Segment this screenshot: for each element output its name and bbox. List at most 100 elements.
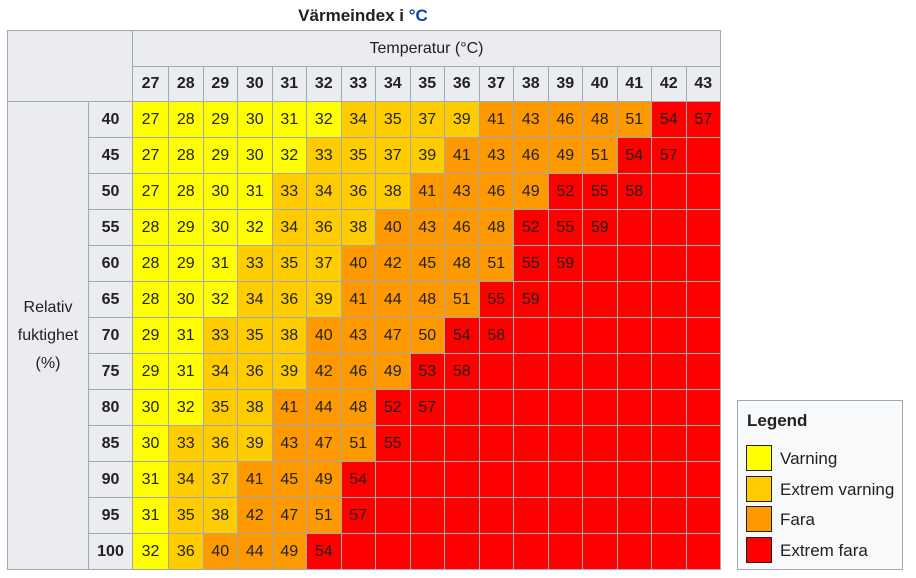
heat-index-cell: 39 xyxy=(409,137,445,174)
celsius-link[interactable]: °C xyxy=(408,6,428,25)
heat-index-cell: 34 xyxy=(202,353,238,390)
heat-index-cell: 36 xyxy=(340,173,376,210)
temperature-header: 31 xyxy=(271,66,307,102)
legend-swatch xyxy=(746,445,772,471)
empty-danger-cell xyxy=(651,281,687,318)
legend-box: Legend Varning Extrem varning Fara Extrem f… xyxy=(737,400,903,570)
empty-danger-cell xyxy=(478,425,514,462)
heat-index-cell: 39 xyxy=(271,353,307,390)
empty-danger-cell xyxy=(651,245,687,282)
heat-index-cell: 29 xyxy=(168,209,204,246)
empty-danger-cell xyxy=(478,497,514,534)
temperature-header: 40 xyxy=(582,66,618,102)
temperature-header: 28 xyxy=(168,66,204,102)
heat-index-cell: 40 xyxy=(306,317,342,354)
heat-index-cell: 44 xyxy=(306,389,342,426)
heat-index-cell: 41 xyxy=(271,389,307,426)
temperature-header: 34 xyxy=(375,66,411,102)
heat-index-cell: 47 xyxy=(271,497,307,534)
empty-danger-cell xyxy=(375,497,411,534)
legend-label: Extrem fara xyxy=(780,540,868,560)
heat-index-cell: 36 xyxy=(237,353,273,390)
heat-index-cell: 32 xyxy=(132,533,169,570)
empty-danger-cell xyxy=(582,317,618,354)
heat-index-cell: 35 xyxy=(237,317,273,354)
heat-index-cell: 55 xyxy=(478,281,514,318)
humidity-header: 95 xyxy=(88,497,133,534)
heat-index-cell: 52 xyxy=(375,389,411,426)
table-corner xyxy=(7,30,133,102)
temperature-header: 35 xyxy=(409,66,445,102)
empty-danger-cell xyxy=(582,281,618,318)
table-row: 90 31 34 37 41 45 49 54 xyxy=(8,461,721,498)
heat-index-cell: 31 xyxy=(168,317,204,354)
heat-index-cell: 41 xyxy=(237,461,273,498)
heat-index-cell: 50 xyxy=(409,317,445,354)
heat-index-cell: 42 xyxy=(306,353,342,390)
empty-danger-cell xyxy=(513,353,549,390)
empty-danger-cell xyxy=(478,353,514,390)
empty-danger-cell xyxy=(375,461,411,498)
heat-index-cell: 57 xyxy=(340,497,376,534)
heat-index-cell: 47 xyxy=(375,317,411,354)
heat-index-cell: 48 xyxy=(478,209,514,246)
empty-danger-cell xyxy=(685,281,721,318)
heat-index-cell: 49 xyxy=(375,353,411,390)
temperature-header-row: 27 28 29 30 31 32 33 34 35 36 37 38 39 40 41 42 43 xyxy=(8,66,721,102)
table-row: 45 27 28 29 30 32 33 35 37 39 41 43 46 49 51 54 57 xyxy=(8,137,721,174)
empty-danger-cell xyxy=(340,533,376,570)
heat-index-cell: 34 xyxy=(237,281,273,318)
empty-danger-cell xyxy=(547,353,583,390)
empty-danger-cell xyxy=(478,461,514,498)
heat-index-cell: 35 xyxy=(271,245,307,282)
heat-index-cell: 28 xyxy=(132,245,169,282)
heat-index-cell: 31 xyxy=(132,497,169,534)
legend-item: Extrem fara xyxy=(746,536,901,565)
heat-index-cell: 43 xyxy=(478,137,514,174)
heat-index-cell: 33 xyxy=(168,425,204,462)
empty-danger-cell xyxy=(685,137,721,174)
legend-swatch xyxy=(746,536,772,563)
heat-index-cell: 30 xyxy=(202,209,238,246)
humidity-header: 50 xyxy=(88,173,133,210)
empty-danger-cell xyxy=(409,425,445,462)
empty-danger-cell xyxy=(616,353,652,390)
empty-danger-cell xyxy=(651,173,687,210)
heat-index-cell: 48 xyxy=(409,281,445,318)
temperature-header: 39 xyxy=(547,66,583,102)
empty-danger-cell xyxy=(478,533,514,570)
humidity-header: 90 xyxy=(88,461,133,498)
empty-danger-cell xyxy=(444,461,480,498)
heat-index-cell: 42 xyxy=(237,497,273,534)
heat-index-cell: 58 xyxy=(616,173,652,210)
temperature-header: 36 xyxy=(444,66,480,102)
legend-item: Extrem varning xyxy=(746,475,901,504)
empty-danger-cell xyxy=(375,533,411,570)
heat-index-cell: 41 xyxy=(340,281,376,318)
empty-danger-cell xyxy=(444,533,480,570)
heat-index-cell: 29 xyxy=(202,137,238,174)
temperature-header: 32 xyxy=(306,66,342,102)
heat-index-cell: 31 xyxy=(202,245,238,282)
heat-index-cell: 54 xyxy=(444,317,480,354)
empty-danger-cell xyxy=(547,461,583,498)
heat-index-cell: 44 xyxy=(375,281,411,318)
temperature-header: 42 xyxy=(651,66,687,102)
legend-title: Legend xyxy=(747,411,808,430)
empty-danger-cell xyxy=(685,497,721,534)
table-row: 50 27 28 30 31 33 34 36 38 41 43 46 49 52 55 58 xyxy=(8,173,721,210)
legend-swatch xyxy=(746,475,772,502)
heat-index-cell: 38 xyxy=(340,209,376,246)
legend-item: Varning xyxy=(746,445,901,473)
empty-danger-cell xyxy=(513,533,549,570)
empty-danger-cell xyxy=(513,389,549,426)
empty-danger-cell xyxy=(582,353,618,390)
legend-label: Extrem varning xyxy=(780,479,895,499)
empty-danger-cell xyxy=(582,425,618,462)
heat-index-cell: 41 xyxy=(409,173,445,210)
table-row: 70 29 31 33 35 38 40 43 47 50 54 58 xyxy=(8,317,721,354)
table-row: 60 28 29 31 33 35 37 40 42 45 48 51 55 59 xyxy=(8,245,721,282)
heat-index-cell: 28 xyxy=(168,173,204,210)
table-row: 65 28 30 32 34 36 39 41 44 48 51 55 59 xyxy=(8,281,721,318)
heat-index-cell: 30 xyxy=(202,173,238,210)
